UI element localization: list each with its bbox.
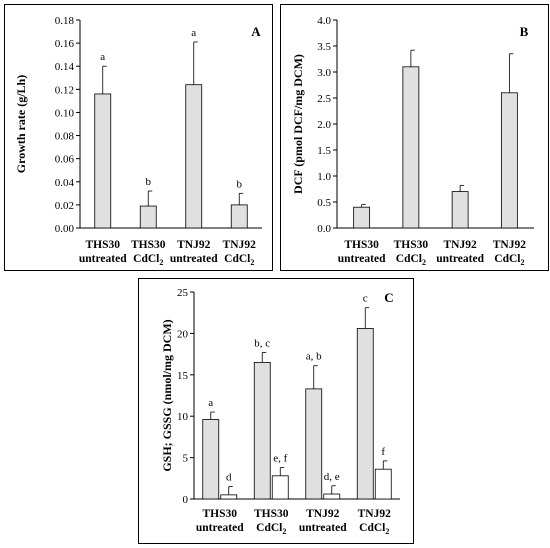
y-tick-label: 0.04 [55, 177, 75, 189]
bar [356, 328, 374, 500]
y-tick-label: 0 [183, 494, 189, 506]
bar [230, 204, 248, 229]
y-tick-label: 0.12 [55, 84, 74, 96]
significance-label: e, f [273, 453, 287, 465]
y-tick-label: 15 [177, 370, 189, 382]
bar [500, 92, 518, 229]
bar [271, 475, 289, 500]
significance-label: b, c [254, 337, 270, 349]
y-tick-label: 0.0 [317, 223, 331, 235]
significance-label: a [208, 397, 213, 409]
y-tick-label: 1.0 [317, 171, 331, 183]
panel-a: 0.00 0.02 0.04 0.06 0.08 0.10 0.12 0.14 0.16 0.18… [4, 4, 273, 271]
x-tick-label-2: untreated [170, 253, 218, 265]
significance-label: d, e [324, 471, 340, 483]
y-axis-label: DCF (pmol DCF/mg DCM) [291, 54, 305, 194]
y-tick-label: 5 [183, 453, 189, 465]
bar [353, 206, 371, 229]
x-tick-label-2: untreated [196, 522, 244, 534]
y-tick-label: 25 [177, 287, 189, 299]
y-tick-label: 0.18 [55, 15, 75, 27]
significance-label: f [381, 446, 385, 458]
x-tick-label: THS30 [254, 508, 289, 520]
y-tick-label: 10 [177, 411, 189, 423]
significance-label: a [191, 27, 196, 39]
y-tick-label: 0.08 [55, 131, 75, 143]
panel-letter: B [520, 24, 529, 39]
x-tick-label-2: CdCl2 [494, 253, 524, 267]
x-tick-label: THS30 [344, 239, 379, 251]
bar [374, 468, 392, 500]
y-tick-label: 0.5 [317, 197, 331, 209]
bar [253, 361, 271, 500]
bar [94, 93, 112, 229]
significance-label: c [363, 293, 368, 305]
x-tick-label-2: CdCl2 [396, 253, 426, 267]
bar [220, 494, 238, 500]
x-tick-label: THS30 [85, 239, 120, 251]
bar [185, 84, 203, 229]
x-tick-label: TNJ92 [358, 508, 391, 520]
x-tick-label: THS30 [202, 508, 237, 520]
bar [305, 388, 323, 500]
x-tick-label-2: untreated [299, 522, 347, 534]
significance-label: b [146, 176, 152, 188]
y-tick-label: 3.5 [317, 41, 331, 53]
y-tick-label: 0.16 [55, 38, 75, 50]
panel-letter: A [251, 24, 261, 39]
bar [139, 205, 157, 229]
panel-c: 0 5 10 15 20 25 GSH; GSSG (nmol/mg DCM) C THS30 u… [138, 278, 414, 544]
y-axis-label: GSH; GSSG (nmol/mg DCM) [160, 319, 174, 471]
x-tick-label: TNJ92 [493, 239, 526, 251]
x-tick-label-2: untreated [338, 253, 386, 265]
significance-label: d [226, 472, 232, 484]
significance-label: a [100, 51, 105, 63]
panel-b: 0.0 0.5 1.0 1.5 2.0 2.5 3.0 3.5 4.0 DCF (pmol DCF… [280, 4, 549, 271]
x-tick-label-2: CdCl2 [133, 253, 163, 267]
x-tick-label-2: CdCl2 [359, 522, 389, 536]
bar [402, 66, 420, 229]
x-tick-label: THS30 [394, 239, 429, 251]
significance-label: b [237, 178, 243, 190]
bar [323, 493, 341, 500]
y-tick-label: 0.02 [55, 200, 74, 212]
panel-frame [4, 4, 273, 271]
y-tick-label: 2.5 [317, 93, 331, 105]
y-tick-label: 4.0 [317, 15, 331, 27]
x-tick-label: TNJ92 [177, 239, 210, 251]
x-tick-label: TNJ92 [444, 239, 477, 251]
x-tick-label-2: CdCl2 [256, 522, 286, 536]
x-tick-label-2: CdCl2 [224, 253, 254, 267]
y-tick-label: 0.10 [55, 107, 75, 119]
y-tick-label: 1.5 [317, 145, 331, 157]
bar [202, 419, 220, 500]
panel-letter: C [384, 290, 393, 305]
x-tick-label: TNJ92 [223, 239, 256, 251]
x-tick-label: THS30 [131, 239, 166, 251]
y-tick-label: 3.0 [317, 67, 331, 79]
y-tick-label: 2.0 [317, 119, 331, 131]
y-tick-label: 0.06 [55, 154, 75, 166]
x-tick-label-2: untreated [79, 253, 127, 265]
y-tick-label: 20 [177, 328, 189, 340]
y-tick-label: 0.14 [55, 61, 75, 73]
bar [451, 191, 469, 229]
x-tick-label-2: untreated [436, 253, 484, 265]
significance-label: a, b [306, 351, 322, 363]
y-axis-label: Growth rate (g/Lh) [14, 75, 28, 173]
y-tick-label: 0.00 [55, 223, 75, 235]
x-tick-label: TNJ92 [306, 508, 339, 520]
